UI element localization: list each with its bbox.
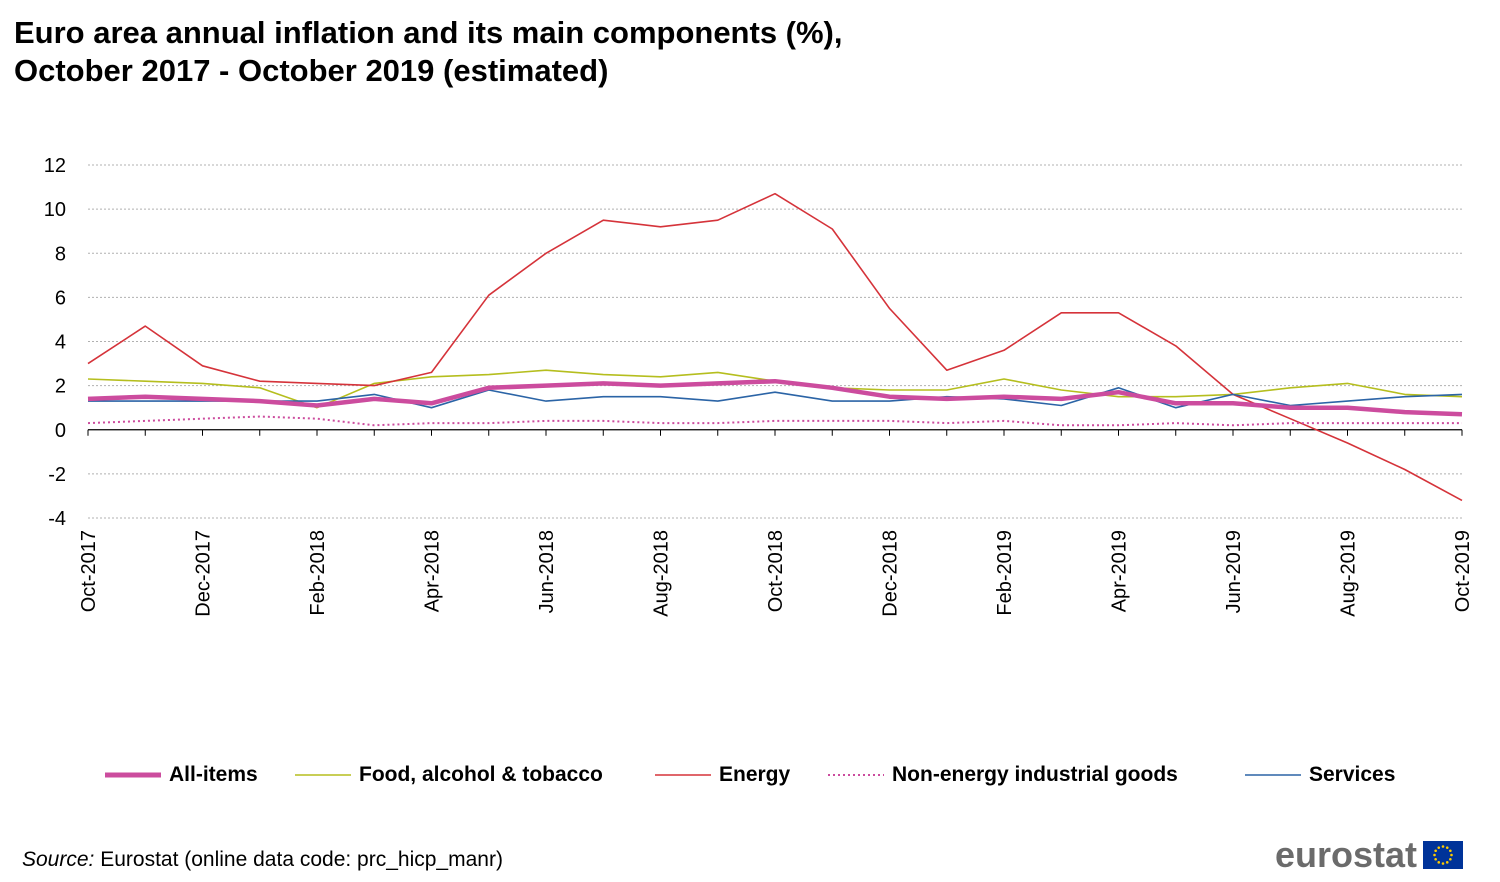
series-line-all-items <box>87 378 1463 417</box>
y-tick-label: -4 <box>48 508 66 530</box>
flag-star <box>1449 849 1452 853</box>
legend-label: All-items <box>169 763 258 786</box>
flag-star <box>1445 861 1449 864</box>
x-tick-label: Feb-2018 <box>307 530 329 616</box>
legend-label: Food, alcohol & tobacco <box>359 763 603 786</box>
y-tick-label: 4 <box>55 332 66 354</box>
legend-swatch <box>1245 774 1301 776</box>
series-line-energy <box>87 192 1463 502</box>
y-tick-label: 0 <box>55 420 66 442</box>
x-tick-label: Apr-2019 <box>1109 530 1131 612</box>
y-tick-label: 8 <box>55 243 66 265</box>
chart-title: Euro area annual inflation and its main … <box>14 14 843 90</box>
flag-star <box>1441 845 1445 848</box>
flag-star <box>1450 853 1453 857</box>
series-line-services <box>88 386 1463 409</box>
legend-swatch <box>295 774 351 776</box>
flag-star <box>1433 853 1436 857</box>
legend: All-items Food, alcohol & tobacco Energy No… <box>0 760 1500 790</box>
legend-item: All-items <box>105 760 258 790</box>
flag-star <box>1449 857 1452 861</box>
legend-swatch <box>105 772 161 778</box>
legend-item: Non-energy industrial goods <box>828 760 1178 790</box>
x-tick-label: Oct-2017 <box>78 530 100 612</box>
flag-star <box>1441 862 1445 865</box>
flag-star <box>1434 849 1437 853</box>
chart-title-line-1: Euro area annual inflation and its main … <box>14 15 843 50</box>
x-tick-label: Dec-2018 <box>880 530 902 617</box>
legend-swatch <box>655 774 711 776</box>
x-tick-label: Feb-2019 <box>994 530 1016 616</box>
legend-label: Non-energy industrial goods <box>892 763 1178 786</box>
eu-flag-icon <box>1423 841 1464 869</box>
x-axis: Oct-2017 Dec-2017 Feb-2018 Apr-2018 Jun-2018… <box>78 429 1474 617</box>
x-tick-label: Aug-2019 <box>1338 530 1360 617</box>
flag-star <box>1445 846 1449 849</box>
gridlines <box>88 164 1462 519</box>
y-tick-label: 10 <box>44 199 66 221</box>
x-tick-label: Apr-2018 <box>422 530 444 612</box>
source-text: Eurostat (online data code: prc_hicp_man… <box>94 848 503 871</box>
x-tick-label: Jun-2018 <box>536 530 558 613</box>
legend-item: Energy <box>655 760 790 790</box>
y-tick-label: 12 <box>44 155 66 177</box>
x-tick-label: Aug-2018 <box>651 530 673 617</box>
legend-item: Food, alcohol & tobacco <box>295 760 603 790</box>
flag-star <box>1437 846 1441 849</box>
x-tick-label: Oct-2018 <box>765 530 787 612</box>
series-lines <box>87 192 1463 502</box>
flag-star <box>1437 861 1441 864</box>
x-tick-label: Oct-2019 <box>1452 530 1474 612</box>
chart-title-line-2: October 2017 - October 2019 (estimated) <box>14 53 609 88</box>
legend-item: Services <box>1245 760 1395 790</box>
legend-label: Services <box>1309 763 1396 786</box>
legend-label: Energy <box>719 763 791 786</box>
source-note: Source: Eurostat (online data code: prc_… <box>22 848 503 872</box>
legend-swatch <box>828 774 884 776</box>
y-tick-label: 6 <box>55 287 66 309</box>
line-chart: -4 -2 0 2 4 6 8 10 12 Oct-2017 Dec-2017 Feb-2018 Ap… <box>44 155 1474 617</box>
y-tick-label: -2 <box>48 464 66 486</box>
y-tick-label: 2 <box>55 376 66 398</box>
logo-wordmark: eurostat <box>1275 834 1418 875</box>
source-prefix: Source: <box>22 848 95 871</box>
series-line-non-energy-industrial-goods <box>87 415 1462 427</box>
eurostat-logo: eurostat <box>1275 834 1464 875</box>
x-tick-label: Dec-2017 <box>193 530 215 617</box>
x-tick-label: Jun-2019 <box>1223 530 1245 613</box>
flag-star <box>1434 857 1437 861</box>
y-axis: -4 -2 0 2 4 6 8 10 12 <box>44 155 66 530</box>
